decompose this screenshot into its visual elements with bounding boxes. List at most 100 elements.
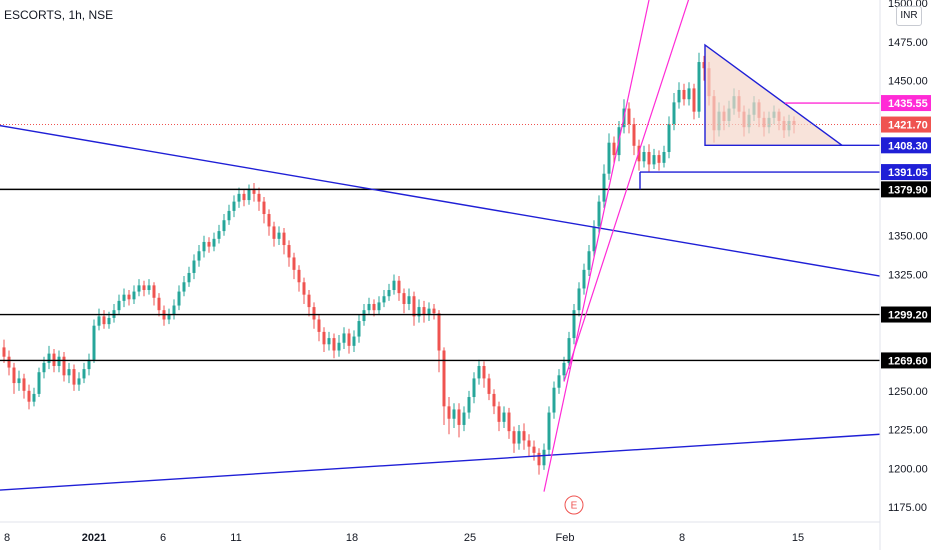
price-tags-layer: 1435.55 1421.70 1408.30 1391.05 1379.90 1299.… <box>881 95 931 369</box>
y-tick-label: 1225.00 <box>888 425 928 437</box>
price-tag-label: 1269.60 <box>888 355 928 367</box>
candle-body <box>302 282 306 295</box>
candle-body <box>462 412 466 425</box>
candle-body <box>97 316 101 326</box>
x-tick-label: 8 <box>679 532 685 544</box>
candle-body <box>582 269 586 289</box>
candle-body <box>57 356 61 367</box>
earnings-marker-label: E <box>571 501 578 512</box>
candle-body <box>352 336 356 346</box>
candle-body <box>337 342 341 351</box>
x-tick-label: Feb <box>556 532 575 544</box>
price-tag <box>881 137 931 154</box>
candle-body <box>227 210 231 221</box>
candle-body <box>427 308 431 315</box>
candle-body <box>342 333 346 343</box>
candle-body <box>332 338 336 351</box>
candle-body <box>27 390 31 402</box>
candle-body <box>182 282 186 292</box>
candle-body <box>577 288 581 311</box>
candle-body <box>147 285 151 291</box>
candle-body <box>377 302 381 311</box>
candle-body <box>382 296 386 303</box>
candle-body <box>572 310 576 339</box>
candle-body <box>22 378 26 391</box>
price-tag <box>881 352 931 369</box>
candle-body <box>217 231 221 239</box>
candle-body <box>647 151 651 165</box>
candle-body <box>652 155 656 165</box>
candle-body <box>477 366 481 379</box>
candle-body <box>492 393 496 407</box>
candle-body <box>452 409 456 419</box>
candle-body <box>607 142 611 174</box>
candle-body <box>282 232 286 246</box>
x-tick-label: 15 <box>792 532 804 544</box>
price-tag-label: 1391.05 <box>888 167 928 179</box>
x-tick-label: 25 <box>464 532 476 544</box>
price-tag-label: 1421.70 <box>888 120 928 132</box>
ascending-trendline <box>0 433 881 491</box>
candle-body <box>677 89 681 103</box>
candle-body <box>527 440 531 447</box>
candle-body <box>252 189 256 194</box>
candle-body <box>702 62 706 69</box>
candle-body <box>347 333 351 346</box>
candle-body <box>367 303 371 311</box>
candles-layer <box>2 52 796 475</box>
candle-body <box>512 431 516 444</box>
candle-body <box>322 331 326 345</box>
candle-body <box>262 201 266 215</box>
candle-body <box>672 102 676 125</box>
x-tick-label: 18 <box>346 532 358 544</box>
y-tick-label: 1250.00 <box>888 386 928 398</box>
price-tag-label: 1435.55 <box>888 98 928 110</box>
candle-body <box>92 325 96 360</box>
candle-body <box>657 155 661 163</box>
candle-body <box>557 375 561 388</box>
candle-body <box>447 406 451 419</box>
candle-body <box>242 193 246 201</box>
candle-body <box>37 372 41 394</box>
candle-body <box>497 406 501 422</box>
candle-body <box>402 293 406 304</box>
currency-badge[interactable]: INR <box>896 6 922 26</box>
price-tag-label: 1299.20 <box>888 310 928 322</box>
candle-body <box>247 189 251 201</box>
candle-body <box>392 280 396 291</box>
descending-trendline <box>0 124 881 277</box>
candle-body <box>2 347 6 357</box>
candle-body <box>412 296 416 317</box>
candle-body <box>62 356 66 376</box>
candle-body <box>422 307 426 315</box>
y-tick-label: 1500.00 <box>888 0 928 10</box>
y-tick-label: 1175.00 <box>888 502 927 514</box>
candle-body <box>152 285 156 298</box>
y-tick-label: 1350.00 <box>888 231 928 243</box>
candle-body <box>597 201 601 227</box>
candle-body <box>307 294 311 308</box>
candle-body <box>107 317 111 325</box>
candle-body <box>507 412 511 432</box>
candle-body <box>592 226 596 252</box>
candle-body <box>122 294 126 301</box>
candle-body <box>7 356 11 368</box>
drawings-layer: E <box>0 0 881 515</box>
candle-body <box>442 350 446 407</box>
candle-body <box>437 313 441 351</box>
candle-body <box>397 280 401 294</box>
candle-body <box>272 226 276 239</box>
candle-body <box>587 251 591 270</box>
candle-body <box>432 308 436 314</box>
candle-body <box>472 378 476 398</box>
candle-body <box>202 241 206 252</box>
candle-body <box>662 151 666 163</box>
chart-title: ESCORTS, 1h, NSE <box>4 8 114 22</box>
candle-body <box>692 88 696 112</box>
earnings-marker <box>564 495 584 515</box>
candle-body <box>207 241 211 247</box>
candle-body <box>697 62 701 112</box>
price-tag <box>881 181 931 198</box>
candle-body <box>32 393 36 402</box>
